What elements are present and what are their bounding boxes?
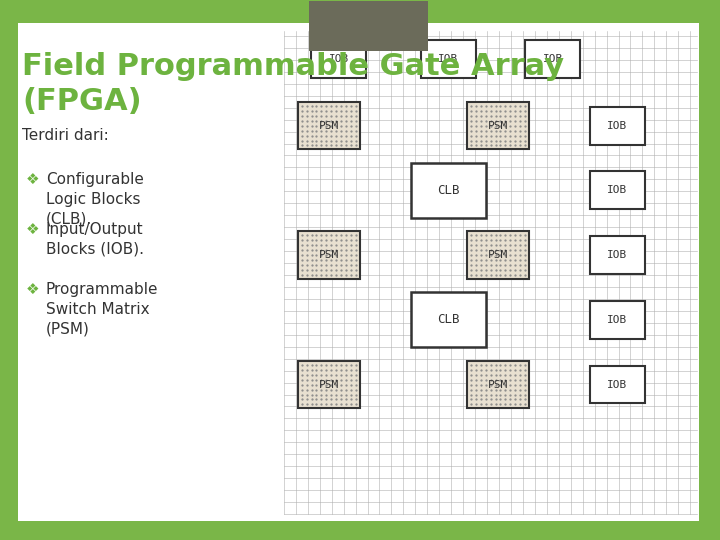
Text: ❖: ❖ [26,222,40,237]
Bar [298,231,359,279]
Bar [467,102,529,150]
Text: Programmable
Switch Matrix
(PSM): Programmable Switch Matrix (PSM) [46,282,158,336]
Text: IOB: IOB [608,120,628,131]
Text: PSM: PSM [488,250,508,260]
Text: CLB: CLB [437,313,459,326]
Text: IOB: IOB [543,54,563,64]
Text: IOB: IOB [328,54,348,64]
Bar [411,293,485,347]
Bar [298,361,359,408]
Text: IOB: IOB [608,250,628,260]
Text: IOB: IOB [608,315,628,325]
Text: PSM: PSM [318,250,339,260]
Text: CLB: CLB [437,184,459,197]
Text: Terdiri dari:: Terdiri dari: [22,127,109,143]
Bar [467,231,529,279]
Bar [526,40,580,78]
Text: PSM: PSM [488,380,508,389]
Text: PSM: PSM [318,120,339,131]
Bar [411,163,485,218]
Bar [590,107,645,145]
Text: PSM: PSM [488,120,508,131]
Bar [309,1,428,51]
Bar [298,102,359,150]
Bar [590,236,645,274]
Bar [467,361,529,408]
Bar [590,366,645,403]
Text: PSM: PSM [318,380,339,389]
Bar [311,40,366,78]
Text: (FPGA): (FPGA) [22,86,142,116]
Text: Configurable
Logic Blocks
(CLB).: Configurable Logic Blocks (CLB). [46,172,144,227]
Bar [420,40,476,78]
Text: IOB: IOB [438,54,459,64]
Text: Input/Output
Blocks (IOB).: Input/Output Blocks (IOB). [46,222,144,257]
Text: IOB: IOB [608,185,628,195]
Bar [590,171,645,209]
Text: ❖: ❖ [26,172,40,187]
Text: IOB: IOB [608,380,628,389]
Bar [590,301,645,339]
Text: Field Programmable Gate Array: Field Programmable Gate Array [22,52,564,81]
Text: ❖: ❖ [26,282,40,297]
